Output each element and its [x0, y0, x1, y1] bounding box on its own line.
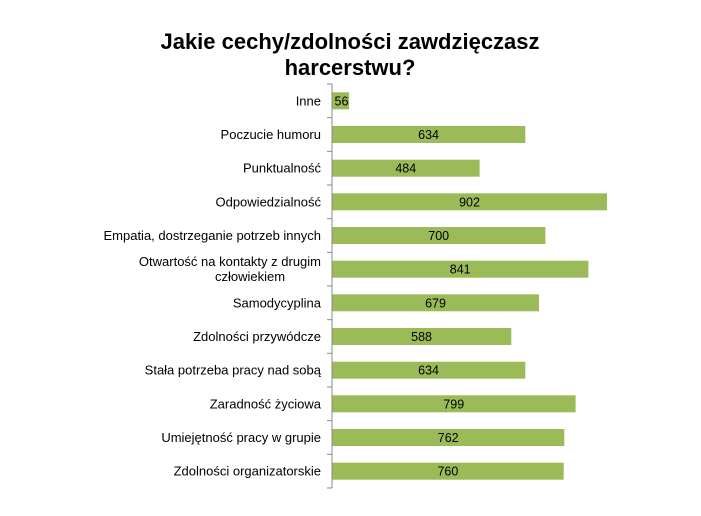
- bar-value-label-5: 700: [428, 229, 449, 243]
- bar-value-label-12: 760: [437, 465, 458, 479]
- category-label-6-line-1: Otwartość na kontakty z drugim: [139, 254, 321, 269]
- category-label-4: Odpowiedzialność: [215, 194, 321, 209]
- category-label-11: Umiejętność pracy w grupie: [161, 430, 321, 445]
- bar-value-label-10: 799: [443, 397, 464, 411]
- bar-6: [332, 260, 589, 278]
- bar-3: [332, 159, 480, 177]
- category-label-9: Stała potrzeba pracy nad sobą: [145, 363, 322, 378]
- bar-11: [332, 429, 565, 446]
- bar-value-label-8: 588: [411, 330, 432, 344]
- bar-value-label-6: 841: [450, 263, 471, 277]
- bar-7: [332, 294, 539, 312]
- category-label-10: Zaradność życiowa: [210, 396, 322, 411]
- bar-8: [332, 328, 512, 345]
- bar-value-label-7: 679: [425, 296, 446, 310]
- category-label-5: Empatia, dostrzeganie potrzeb innych: [103, 228, 321, 243]
- bar-value-label-9: 634: [418, 364, 439, 378]
- category-label-12: Zdolności organizatorskie: [174, 464, 321, 479]
- bar-value-label-2: 634: [418, 128, 439, 142]
- category-label-6-line-2: człowiekiem: [215, 269, 285, 284]
- bar-5: [332, 227, 546, 244]
- bar-value-label-1: 56: [335, 94, 349, 108]
- category-label-3: Punktualność: [243, 161, 322, 176]
- bar-value-label-3: 484: [395, 162, 416, 176]
- bar-10: [332, 395, 576, 413]
- bar-2: [332, 126, 526, 143]
- chart-title-line-1: Jakie cechy/zdolności zawdzięczasz: [160, 29, 540, 54]
- category-label-1: Inne: [296, 93, 321, 108]
- bar-12: [332, 462, 564, 480]
- bar-value-label-4: 902: [459, 195, 480, 209]
- category-label-2: Poczucie humoru: [221, 127, 321, 142]
- bar-value-label-11: 762: [438, 431, 459, 445]
- category-label-7: Samodycyplina: [233, 295, 322, 310]
- bar-4: [332, 193, 607, 211]
- chart-title-line-2: harcerstwu?: [284, 55, 416, 80]
- category-label-8: Zdolności przywódcze: [193, 329, 321, 344]
- bar-1: [332, 92, 350, 110]
- bar-9: [332, 361, 526, 379]
